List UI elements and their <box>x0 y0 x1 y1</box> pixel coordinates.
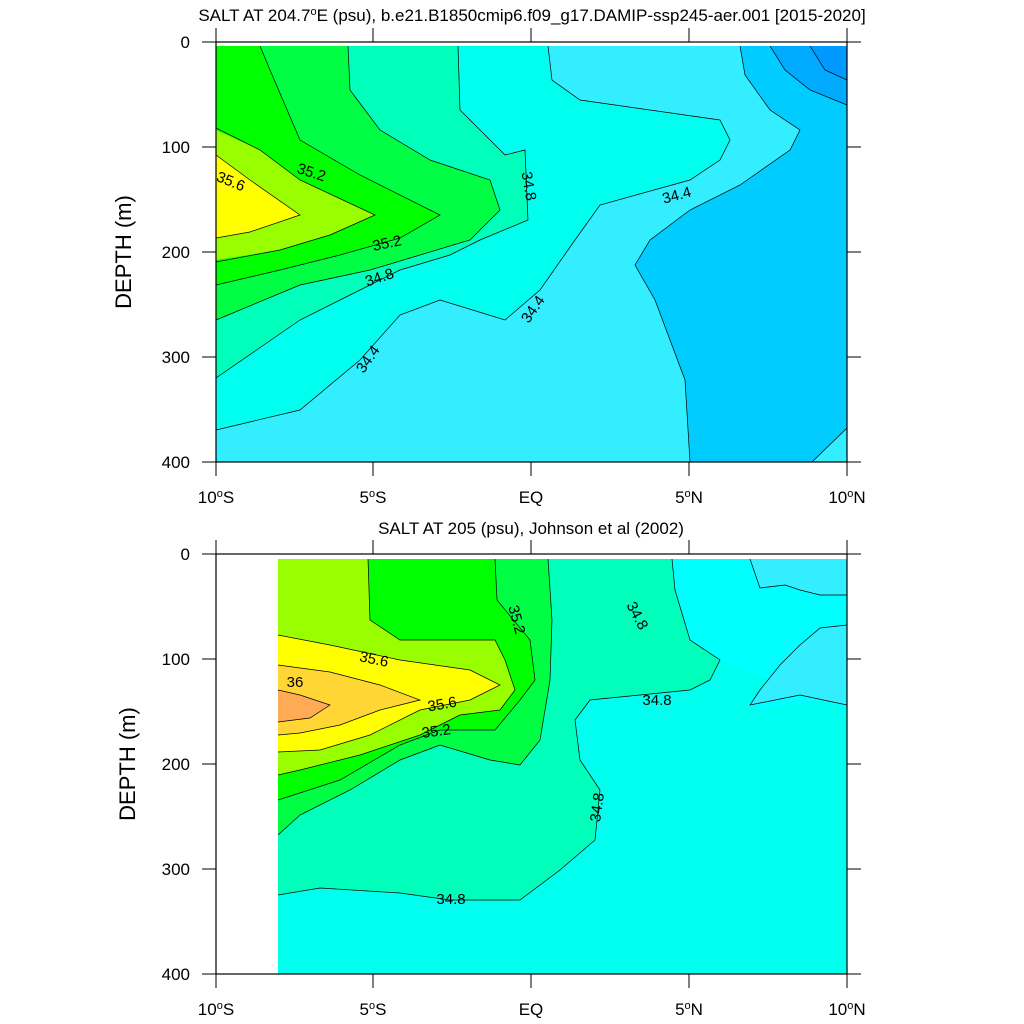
y-tick-labels-top: 0 100 200 300 400 <box>162 33 190 472</box>
chart-title-top: SALT AT 204.7oE (psu), b.e21.B1850cmip6.… <box>198 6 865 25</box>
contour-fill-bottom <box>278 559 847 974</box>
contour-label: 35.6 <box>426 694 458 716</box>
x-tick-labels-top: 10oS 5oS EQ 5oN 10oN <box>198 488 866 507</box>
panel-bottom: SALT AT 205 (psu), Johnson et al (2002) <box>115 519 866 1019</box>
y-tick-label: 300 <box>162 860 190 879</box>
ticks-top <box>202 28 861 476</box>
y-tick-labels-bottom: 0 100 200 300 400 <box>162 545 190 984</box>
x-tick-label: 5oN <box>675 1000 703 1019</box>
y-tick-label: 200 <box>162 755 190 774</box>
y-tick-label: 200 <box>162 243 190 262</box>
fill-region <box>750 625 847 705</box>
x-tick-label: 10oS <box>198 1000 234 1019</box>
fill-region <box>278 690 330 722</box>
contour-fill-top <box>216 46 847 462</box>
contour-label: 34.4 <box>661 184 694 208</box>
y-tick-label: 400 <box>162 453 190 472</box>
y-tick-label: 300 <box>162 348 190 367</box>
y-axis-label-bottom: DEPTH (m) <box>115 707 140 821</box>
y-tick-label: 100 <box>162 138 190 157</box>
x-tick-label: EQ <box>519 1000 544 1019</box>
contour-label: 35.2 <box>371 232 403 255</box>
x-tick-label: 5oS <box>360 488 387 507</box>
x-tick-label: 10oS <box>198 488 234 507</box>
contour-label: 35.6 <box>358 648 390 671</box>
panel-top: SALT AT 204.7oE (psu), b.e21.B1850cmip6.… <box>111 6 866 507</box>
fill-region <box>810 46 847 80</box>
contour-label: 35.2 <box>421 721 452 742</box>
x-tick-label: EQ <box>519 488 544 507</box>
y-tick-label: 400 <box>162 965 190 984</box>
contour-label: 34.8 <box>518 170 540 202</box>
ticks-bottom <box>202 540 861 988</box>
chart-title-bottom: SALT AT 205 (psu), Johnson et al (2002) <box>378 519 684 538</box>
fill-region <box>278 665 420 735</box>
x-tick-labels-bottom: 10oS 5oS EQ 5oN 10oN <box>198 1000 866 1019</box>
contour-label: 35.2 <box>504 604 528 637</box>
y-tick-label: 100 <box>162 650 190 669</box>
contour-label: 34.8 <box>436 891 465 908</box>
x-tick-label: 10oN <box>828 488 865 507</box>
contour-label: 36 <box>287 674 304 691</box>
x-tick-label: 5oN <box>675 488 703 507</box>
x-tick-label: 5oS <box>360 1000 387 1019</box>
y-axis-label-top: DEPTH (m) <box>111 195 136 309</box>
y-tick-label: 0 <box>181 33 190 52</box>
x-tick-label: 10oN <box>828 1000 865 1019</box>
fill-region <box>672 559 847 710</box>
fill-region <box>216 155 300 238</box>
contour-label: 34.8 <box>587 792 608 823</box>
contour-label: 34.8 <box>642 692 671 709</box>
y-tick-label: 0 <box>181 545 190 564</box>
